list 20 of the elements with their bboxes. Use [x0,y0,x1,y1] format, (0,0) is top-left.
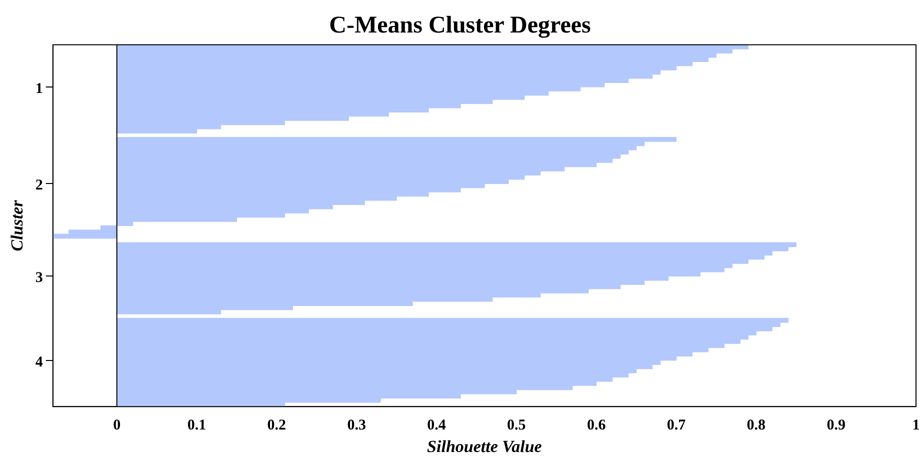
x-tick-label: 0.3 [347,417,366,434]
x-axis-title: Silhouette Value [427,437,542,456]
x-tick-label: 0.7 [666,417,686,434]
y-axis-title: Cluster [8,200,27,252]
x-tick-label: 1 [912,417,920,434]
x-tick-label: 0.2 [267,417,286,434]
x-tick-label: 0.4 [427,417,446,434]
chart-title: C-Means Cluster Degrees [329,12,591,39]
bar [52,234,118,239]
y-tick-label: 3 [35,270,43,286]
x-tick-label: 0.8 [746,417,766,434]
y-tick-label: 2 [35,178,43,194]
bar [116,242,796,248]
x-tick-label: 0.6 [586,417,606,434]
x-tick-label: 0.9 [826,417,846,434]
x-tick-label: 0.5 [507,417,526,434]
x-tick-label: 0 [113,417,121,434]
y-tick-label: 1 [35,80,43,97]
y-tick-label: 4 [35,354,44,370]
x-tick-label: 0.1 [187,417,206,434]
